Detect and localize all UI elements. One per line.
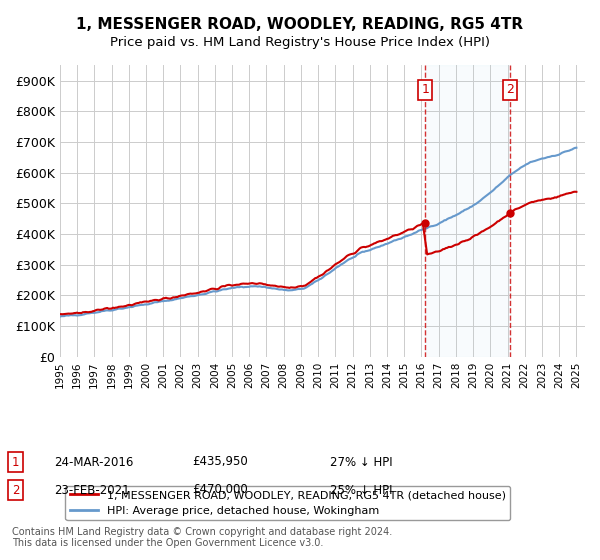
Text: 24-MAR-2016: 24-MAR-2016: [54, 455, 133, 469]
Text: 1: 1: [421, 83, 430, 96]
Text: Price paid vs. HM Land Registry's House Price Index (HPI): Price paid vs. HM Land Registry's House …: [110, 36, 490, 49]
Text: 1, MESSENGER ROAD, WOODLEY, READING, RG5 4TR: 1, MESSENGER ROAD, WOODLEY, READING, RG5…: [76, 17, 524, 32]
Text: 2: 2: [12, 483, 19, 497]
Text: £470,000: £470,000: [192, 483, 248, 497]
Text: 1: 1: [12, 455, 19, 469]
Bar: [425, 66, 510, 357]
Text: 23-FEB-2021: 23-FEB-2021: [54, 483, 130, 497]
Text: 25% ↓ HPI: 25% ↓ HPI: [330, 483, 392, 497]
Text: 27% ↓ HPI: 27% ↓ HPI: [330, 455, 392, 469]
Text: £435,950: £435,950: [192, 455, 248, 469]
Legend: 1, MESSENGER ROAD, WOODLEY, READING, RG5 4TR (detached house), HPI: Average pric: 1, MESSENGER ROAD, WOODLEY, READING, RG5…: [65, 486, 510, 520]
Text: Contains HM Land Registry data © Crown copyright and database right 2024.
This d: Contains HM Land Registry data © Crown c…: [12, 527, 392, 548]
Text: 2: 2: [506, 83, 514, 96]
